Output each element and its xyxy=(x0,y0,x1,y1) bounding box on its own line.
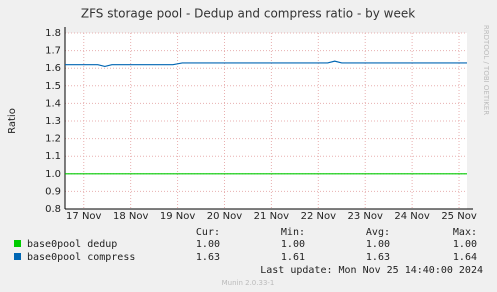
stats-value: 1.00 xyxy=(453,239,477,250)
x-tick-label: 19 Nov xyxy=(160,211,196,222)
y-tick-label: 1.1 xyxy=(45,151,61,162)
stats-value: 1.63 xyxy=(366,252,390,263)
stats-value: 1.00 xyxy=(196,239,220,250)
y-tick-label: 1.8 xyxy=(45,28,61,39)
stats-value: 1.64 xyxy=(453,252,477,263)
x-tick-label: 21 Nov xyxy=(254,211,290,222)
series-line xyxy=(65,60,467,68)
y-tick-label: 1.4 xyxy=(45,98,61,109)
y-tick-label: 1.7 xyxy=(45,46,61,57)
x-tick-label: 20 Nov xyxy=(207,211,243,222)
y-tick-label: 1.2 xyxy=(45,134,61,145)
stats-header: Avg: xyxy=(366,227,390,238)
last-update: Last update: Mon Nov 25 14:40:00 2024 xyxy=(260,265,483,276)
stats-header: Min: xyxy=(281,227,305,238)
y-tick-label: 1.3 xyxy=(45,116,61,127)
chart-title: ZFS storage pool - Dedup and compress ra… xyxy=(81,7,415,21)
y-tick-label: 1.6 xyxy=(45,63,61,74)
y-tick-label: 0.8 xyxy=(45,204,61,215)
x-tick-label: 23 Nov xyxy=(347,211,383,222)
stats-value: 1.00 xyxy=(366,239,390,250)
x-tick-label: 25 Nov xyxy=(441,211,477,222)
y-tick-label: 0.9 xyxy=(45,186,61,197)
y-tick-label: 1.5 xyxy=(45,81,61,92)
legend-label: base0pool dedup xyxy=(27,239,117,250)
stats-header: Max: xyxy=(453,227,477,238)
stats-header: Cur: xyxy=(196,227,220,238)
side-label: RRDTOOL / TOBI OETIKER xyxy=(482,25,490,115)
y-axis-label: Ratio xyxy=(7,108,18,134)
stats-value: 1.61 xyxy=(281,252,305,263)
legend-swatch xyxy=(14,253,21,260)
legend-swatch xyxy=(14,240,21,247)
x-tick-label: 22 Nov xyxy=(301,211,337,222)
x-tick-label: 18 Nov xyxy=(113,211,149,222)
stats-value: 1.00 xyxy=(281,239,305,250)
stats-value: 1.63 xyxy=(196,252,220,263)
x-tick-label: 24 Nov xyxy=(394,211,430,222)
x-tick-label: 17 Nov xyxy=(66,211,102,222)
legend-label: base0pool compress xyxy=(27,252,135,263)
version: Munin 2.0.33-1 xyxy=(222,279,275,287)
y-tick-label: 1.0 xyxy=(45,169,61,180)
